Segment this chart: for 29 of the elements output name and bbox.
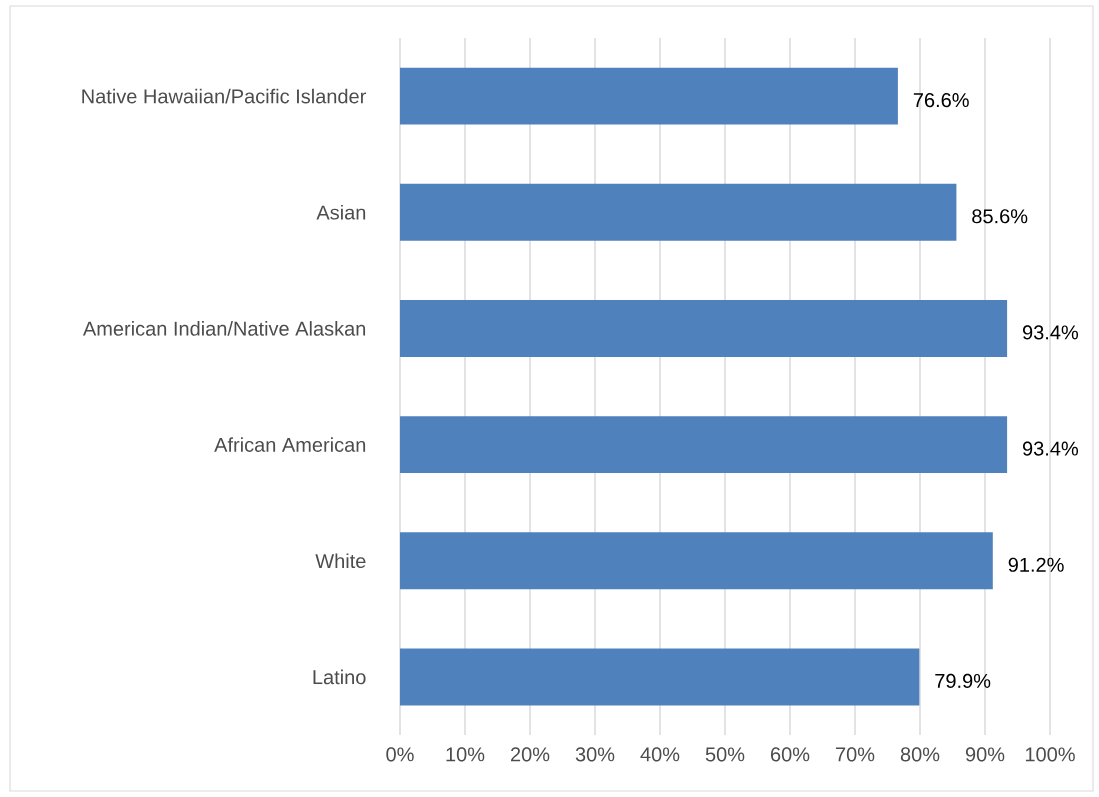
y-tick-label: American Indian/Native Alaskan	[82, 321, 366, 336]
x-tick-label: 30%	[575, 747, 615, 762]
bar	[400, 648, 920, 706]
data-label: 93.4%	[1022, 325, 1079, 340]
bar	[400, 183, 957, 241]
x-tick-label: 80%	[900, 747, 940, 762]
y-tick-label: Asian	[316, 204, 366, 220]
x-tick-label: 10%	[446, 747, 485, 762]
y-tick-label: White	[315, 553, 366, 569]
y-tick-label: African American	[214, 437, 366, 452]
bar	[400, 416, 1008, 474]
y-tick-label: Latino	[313, 669, 366, 685]
x-tick-label: 40%	[640, 747, 680, 762]
y-tick-label: Native Hawaiian/Pacific Islander	[82, 88, 366, 104]
bar	[400, 532, 993, 590]
data-label: 91.2%	[1008, 557, 1064, 572]
x-tick-label: 0%	[386, 747, 414, 762]
data-label: 85.6%	[972, 209, 1028, 224]
x-tick-label: 20%	[510, 747, 550, 762]
data-label: 76.6%	[913, 93, 969, 108]
data-label: 93.4%	[1022, 441, 1079, 456]
bar	[400, 299, 1008, 357]
x-tick-label: 50%	[705, 747, 745, 762]
bar	[400, 67, 898, 125]
x-tick-label: 90%	[965, 747, 1005, 762]
data-label: 79.9%	[935, 673, 991, 688]
x-tick-label: 100%	[1025, 747, 1075, 762]
x-tick-label: 60%	[771, 747, 810, 762]
x-tick-label: 70%	[836, 747, 875, 762]
